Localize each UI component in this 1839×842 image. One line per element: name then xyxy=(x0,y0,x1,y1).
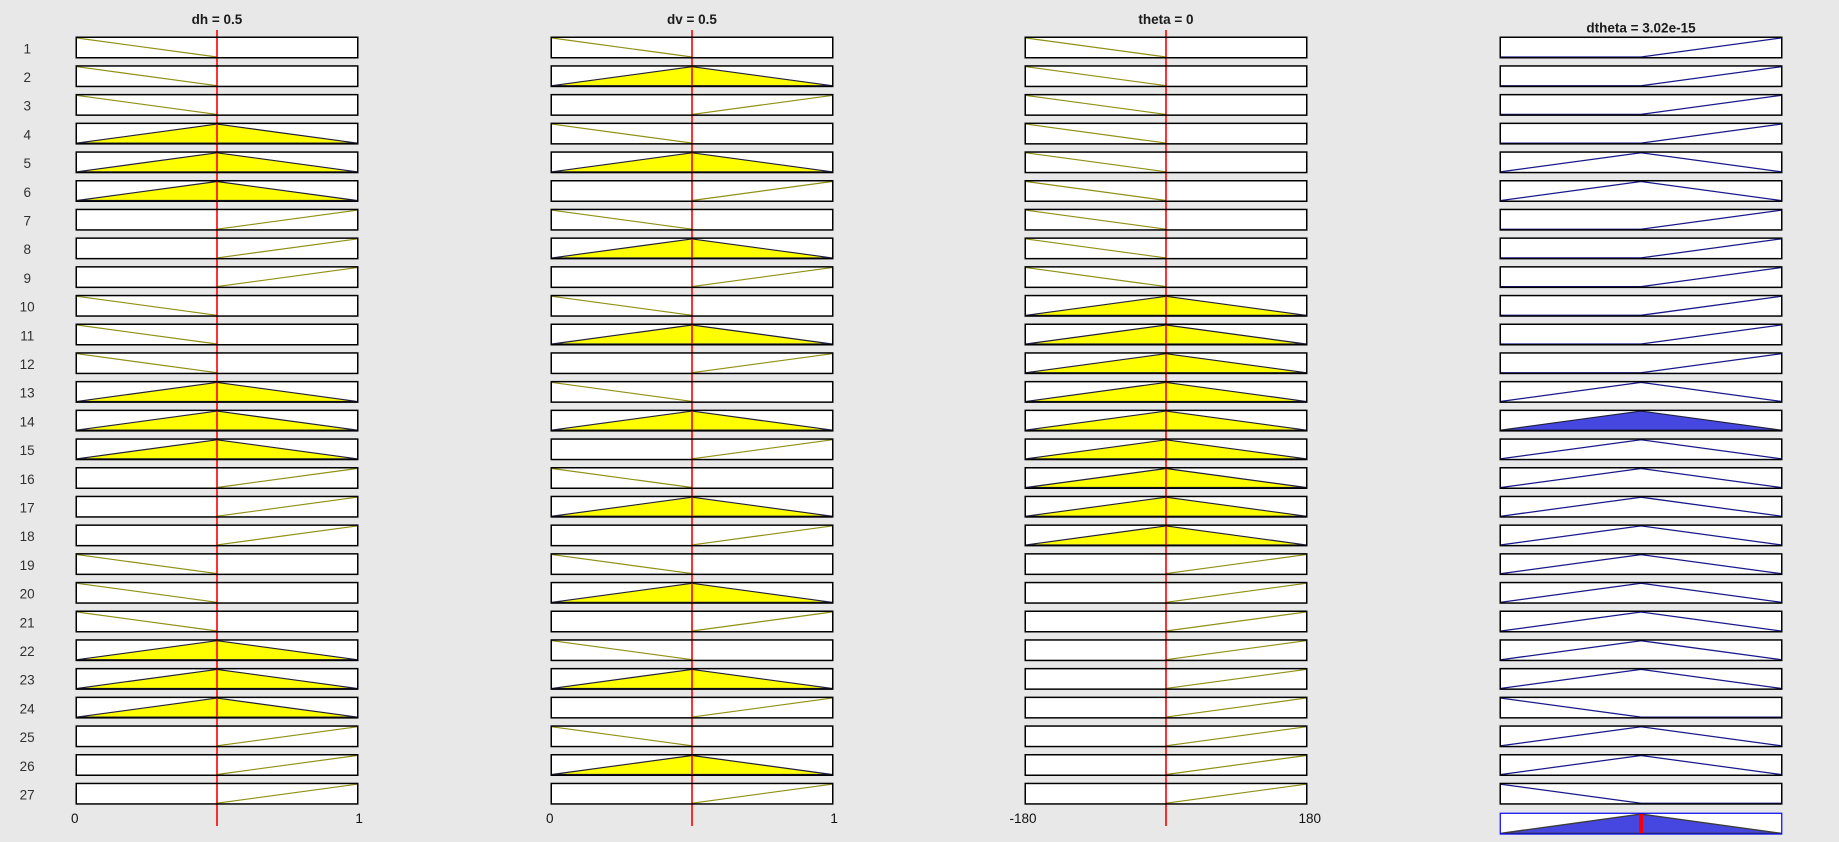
svg-text:23: 23 xyxy=(20,673,35,688)
svg-text:14: 14 xyxy=(20,414,36,429)
svg-text:0: 0 xyxy=(546,811,554,826)
svg-text:15: 15 xyxy=(20,443,35,458)
svg-text:dh = 0.5: dh = 0.5 xyxy=(192,12,243,27)
svg-text:5: 5 xyxy=(23,156,31,171)
svg-text:8: 8 xyxy=(23,242,31,257)
svg-text:0: 0 xyxy=(71,811,79,826)
svg-text:27: 27 xyxy=(20,788,35,803)
svg-text:25: 25 xyxy=(20,730,35,745)
svg-text:theta = 0: theta = 0 xyxy=(1138,12,1193,27)
svg-text:26: 26 xyxy=(20,759,35,774)
svg-text:-180: -180 xyxy=(1009,811,1036,826)
svg-text:6: 6 xyxy=(23,185,31,200)
svg-text:22: 22 xyxy=(20,644,35,659)
svg-text:21: 21 xyxy=(20,615,35,630)
svg-text:180: 180 xyxy=(1299,811,1322,826)
svg-text:1: 1 xyxy=(23,41,31,56)
svg-text:7: 7 xyxy=(23,214,31,229)
svg-text:12: 12 xyxy=(20,357,35,372)
svg-text:18: 18 xyxy=(20,529,35,544)
svg-text:1: 1 xyxy=(355,811,363,826)
svg-text:dtheta = 3.02e-15: dtheta = 3.02e-15 xyxy=(1586,21,1696,36)
svg-text:10: 10 xyxy=(20,300,35,315)
svg-text:4: 4 xyxy=(23,127,31,142)
svg-text:13: 13 xyxy=(20,386,35,401)
svg-text:9: 9 xyxy=(23,271,31,286)
svg-text:2: 2 xyxy=(23,70,31,85)
svg-text:dv = 0.5: dv = 0.5 xyxy=(667,12,717,27)
svg-text:16: 16 xyxy=(20,472,35,487)
svg-text:20: 20 xyxy=(20,587,35,602)
svg-text:17: 17 xyxy=(20,501,35,516)
svg-text:3: 3 xyxy=(23,99,31,114)
svg-text:19: 19 xyxy=(20,558,35,573)
svg-text:11: 11 xyxy=(20,328,34,343)
svg-text:1: 1 xyxy=(830,811,838,826)
svg-text:24: 24 xyxy=(20,701,36,716)
